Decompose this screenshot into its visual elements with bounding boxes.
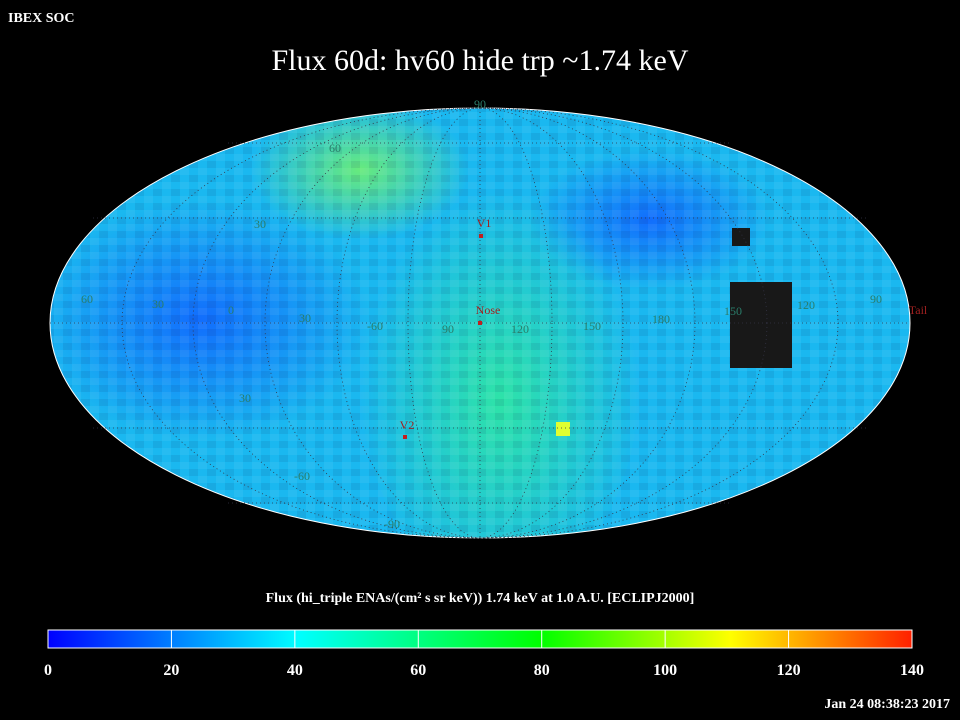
graticule (50, 107, 910, 539)
colorbar-tick-label: 60 (410, 662, 426, 679)
colorbar-tick-label: 120 (777, 662, 801, 679)
colorbar-label: Flux (hi_triple ENAs/(cm² s sr keV)) 1.7… (266, 591, 695, 606)
colorbar-tick-label: 40 (287, 662, 303, 679)
colorbar-tick-label: 20 (163, 662, 179, 679)
grid-label: 90 (474, 97, 486, 111)
grid-label: 60 (329, 141, 341, 155)
colorbar-tick-label: 0 (44, 662, 52, 679)
marker-label: Tail (909, 303, 928, 317)
grid-label: 90 (870, 292, 882, 306)
marker-dot (479, 234, 483, 238)
grid-label: -60 (367, 319, 383, 333)
grid-label: 30 (239, 391, 251, 405)
marker-label: Nose (476, 303, 501, 317)
grid-label: 0 (228, 303, 234, 317)
map-title: Flux 60d: hv60 hide trp ~1.74 keV (271, 44, 688, 77)
marker-dot (478, 321, 482, 325)
colorbar-tick-label: 140 (900, 662, 924, 679)
grid-label: 30 (152, 297, 164, 311)
grid-label: 30 (254, 217, 266, 231)
grid-label: -90 (384, 517, 400, 531)
colorbar-tick-label: 100 (653, 662, 677, 679)
grid-label: -60 (294, 469, 310, 483)
grid-label: 150 (583, 319, 601, 333)
grid-label: 150 (724, 304, 742, 318)
sky-map (50, 108, 910, 538)
source-label: IBEX SOC (8, 11, 75, 26)
grid-label: 120 (797, 298, 815, 312)
grid-label: 180 (652, 312, 670, 326)
timestamp: Jan 24 08:38:23 2017 (824, 697, 950, 712)
marker-label: V1 (477, 216, 492, 230)
colorbar-tick-label: 80 (534, 662, 550, 679)
colorbar (47, 629, 913, 649)
grid-label: 30 (299, 311, 311, 325)
grid-label: 60 (81, 292, 93, 306)
grid-label: 90 (442, 322, 454, 336)
grid-label: 120 (511, 322, 529, 336)
marker-label: V2 (400, 418, 415, 432)
marker-dot (403, 435, 407, 439)
